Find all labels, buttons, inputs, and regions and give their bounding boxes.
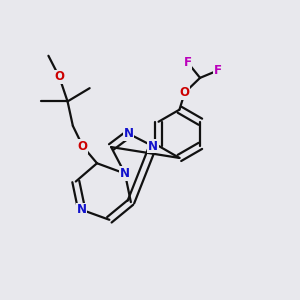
Text: N: N — [124, 127, 134, 140]
Text: N: N — [120, 167, 130, 180]
Text: N: N — [148, 140, 158, 153]
Text: O: O — [54, 70, 64, 83]
Text: F: F — [184, 56, 192, 69]
Text: F: F — [214, 64, 222, 77]
Text: O: O — [180, 86, 190, 99]
Text: N: N — [77, 203, 87, 216]
Text: O: O — [78, 140, 88, 153]
